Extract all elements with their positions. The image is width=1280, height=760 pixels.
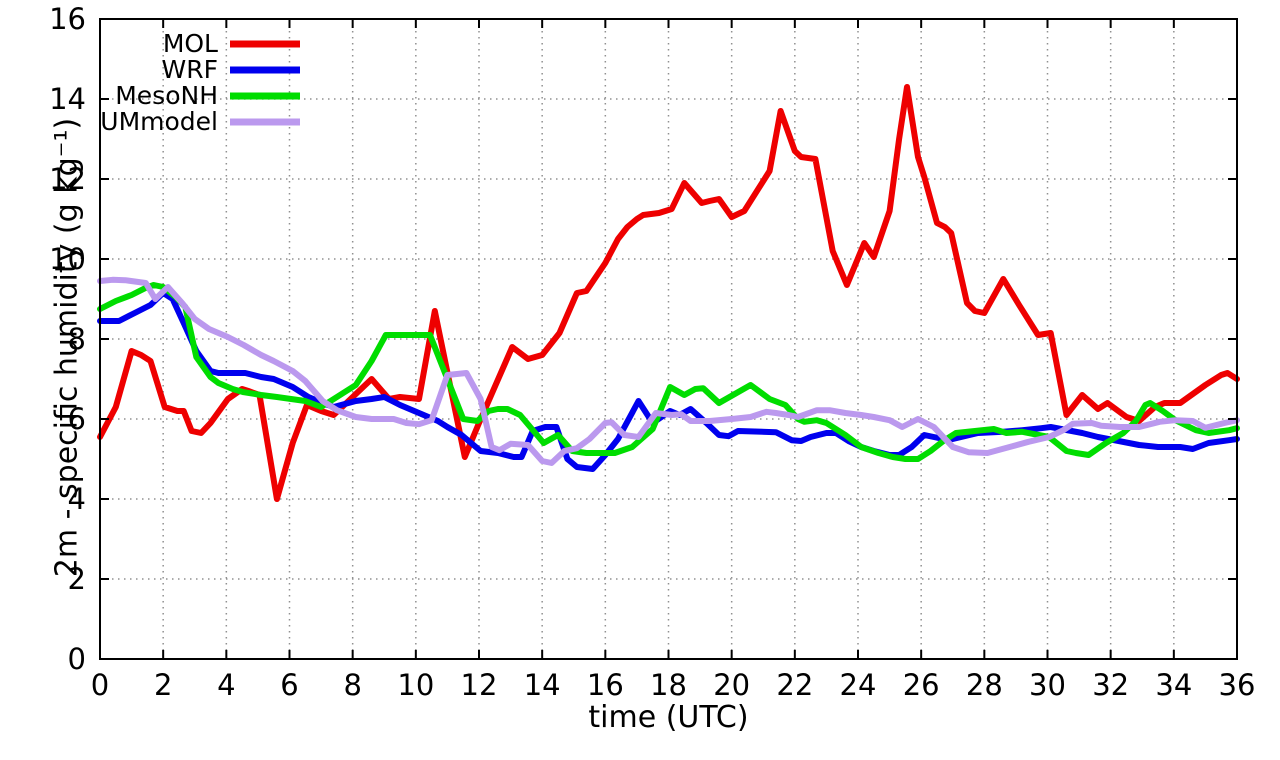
y-tick-label: 2: [68, 562, 86, 596]
series-line-MOL: [97, 84, 1240, 502]
legend-label-MOL: MOL: [163, 29, 218, 58]
x-tick-label: 26: [903, 668, 940, 702]
x-tick-label: 28: [966, 668, 1003, 702]
x-axis-title: time (UTC): [588, 700, 749, 735]
x-tick-label: 4: [217, 668, 235, 702]
y-tick-label: 16: [49, 2, 86, 36]
x-tick-label: 0: [91, 668, 109, 702]
legend-label-MesoNH: MesoNH: [115, 81, 218, 110]
y-tick-label: 0: [68, 642, 86, 676]
series-line-UMmodel: [97, 276, 1240, 466]
x-tick-label: 12: [461, 668, 498, 702]
x-tick-label: 2: [154, 668, 172, 702]
x-tick-label: 22: [776, 668, 813, 702]
y-tick-label: 8: [68, 322, 86, 356]
legend-label-UMmodel: UMmodel: [100, 107, 218, 136]
y-tick-label: 12: [49, 162, 86, 196]
y-tick-label: 6: [68, 402, 86, 436]
x-tick-label: 20: [713, 668, 750, 702]
x-tick-label: 34: [1155, 668, 1192, 702]
y-tick-label: 10: [49, 242, 86, 276]
y-axis-title: 2m - specific humidity (g kg⁻¹): [49, 117, 85, 578]
x-tick-label: 6: [280, 668, 298, 702]
x-tick-label: 32: [1092, 668, 1129, 702]
x-tick-label: 8: [343, 668, 361, 702]
x-tick-label: 36: [1219, 668, 1256, 702]
x-tick-label: 14: [524, 668, 561, 702]
y-tick-label: 4: [68, 482, 86, 516]
x-tick-label: 18: [650, 668, 687, 702]
x-tick-label: 16: [587, 668, 624, 702]
y-tick-label: 14: [49, 82, 86, 116]
legend-label-WRF: WRF: [162, 55, 218, 84]
x-tick-label: 24: [840, 668, 877, 702]
x-tick-label: 30: [1029, 668, 1066, 702]
x-tick-label: 10: [397, 668, 434, 702]
series-line-MesoNH: [97, 282, 1240, 462]
